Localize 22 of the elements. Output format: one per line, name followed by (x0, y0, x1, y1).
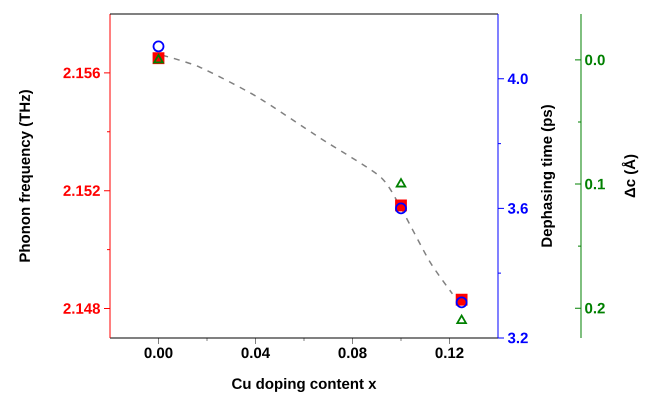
point (456, 296, 468, 308)
y3-tick-label: 0.1 (585, 178, 605, 190)
x-tick-label: 0.00 (144, 348, 172, 358)
y3-axis-title: Δc (Å) (622, 154, 638, 198)
y-tick-label: 2.156 (63, 68, 100, 78)
x-tick-label: 0.08 (338, 348, 367, 358)
y2-axis-title: Dephasing time (ps) (540, 105, 556, 247)
y2-tick-label: 4.0 (508, 73, 528, 84)
y3-tick-label: 0.2 (585, 302, 605, 314)
y-tick-label: 2.148 (63, 303, 100, 314)
x-axis-title: Cu doping content x (232, 378, 376, 392)
y3-tick-label: 0.0 (585, 54, 605, 66)
x-tick-label: 0.12 (435, 348, 464, 358)
y2-tick-label: 3.6 (508, 203, 528, 214)
point (396, 178, 406, 188)
point (456, 314, 467, 324)
y-axis-title: Phonon frequency (THz) (19, 90, 33, 262)
x-tick-label: 0.04 (242, 348, 270, 358)
y2-tick-label: 3.2 (508, 332, 528, 344)
point (152, 40, 164, 52)
point (395, 202, 407, 214)
y-tick-label: 2.152 (63, 185, 100, 196)
